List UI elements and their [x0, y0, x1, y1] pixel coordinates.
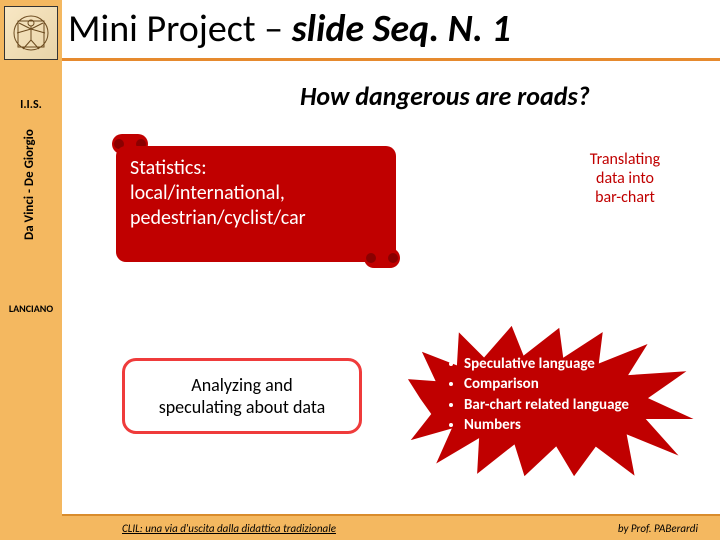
translate-line-3: bar-chart	[560, 188, 690, 207]
vitruvian-logo	[4, 6, 58, 60]
stats-line-1: Statistics:	[130, 156, 382, 181]
school-name-vertical: Da Vinci - De Giorgio	[22, 129, 37, 240]
analyze-line-2: speculating about data	[159, 396, 326, 418]
stats-line-2: local/international,	[130, 181, 382, 206]
title-plain: Mini Project –	[68, 6, 292, 52]
slide: I.I.S. Da Vinci - De Giorgio LANCIANO Mi…	[0, 0, 720, 540]
bullet-3: Bar-chart related language	[464, 395, 666, 415]
footer-bar: CLIL: una via d'uscita dalla didattica t…	[62, 514, 720, 540]
bullet-2: Comparison	[464, 374, 666, 394]
title-underline	[62, 58, 720, 61]
main-question: How dangerous are roads?	[300, 80, 590, 112]
city-label: LANCIANO	[0, 302, 62, 315]
left-sidebar: I.I.S. Da Vinci - De Giorgio LANCIANO	[0, 0, 62, 540]
analyze-box: Analyzing and speculating about data	[122, 358, 362, 434]
vitruvian-icon	[11, 13, 51, 53]
translate-line-1: Translating	[560, 150, 690, 169]
stats-line-3: pedestrian/cyclist/car	[130, 206, 382, 231]
iis-label: I.I.S.	[0, 98, 62, 112]
footer-left-text: CLIL: una via d'uscita dalla didattica t…	[122, 522, 336, 535]
explosion-content: Speculative language Comparison Bar-char…	[446, 354, 666, 435]
bullet-1: Speculative language	[464, 354, 666, 374]
footer-right-text: by Prof. PABerardi	[618, 522, 698, 535]
explosion-list: Speculative language Comparison Bar-char…	[446, 354, 666, 435]
statistics-scroll-box: Statistics: local/international, pedestr…	[116, 136, 396, 266]
scroll-end-bottom	[364, 248, 400, 268]
analyze-text: Analyzing and speculating about data	[159, 374, 326, 418]
explosion-callout: Speculative language Comparison Bar-char…	[400, 320, 700, 480]
statistics-content: Statistics: local/international, pedestr…	[116, 146, 396, 262]
bullet-4: Numbers	[464, 415, 666, 435]
translate-note: Translating data into bar-chart	[560, 150, 690, 208]
title-italic: slide Seq. N. 1	[292, 6, 511, 52]
translate-line-2: data into	[560, 169, 690, 188]
analyze-line-1: Analyzing and	[191, 374, 292, 396]
slide-title: Mini Project – slide Seq. N. 1	[68, 6, 511, 52]
